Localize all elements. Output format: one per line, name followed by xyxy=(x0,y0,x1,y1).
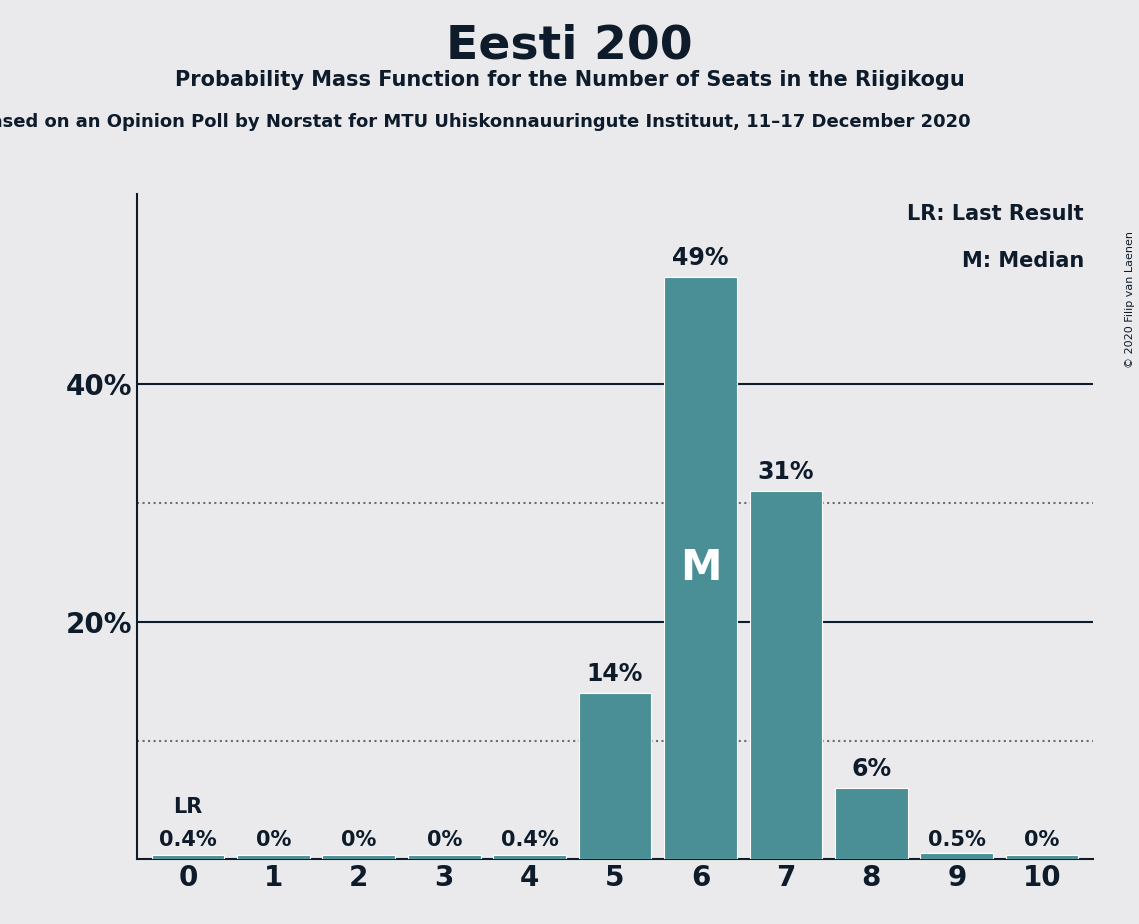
Text: © 2020 Filip van Laenen: © 2020 Filip van Laenen xyxy=(1125,231,1134,368)
Bar xyxy=(835,788,908,859)
Text: 0.5%: 0.5% xyxy=(928,830,985,850)
Text: 0%: 0% xyxy=(1024,830,1060,850)
Text: 0.4%: 0.4% xyxy=(159,830,216,850)
Text: 31%: 31% xyxy=(757,460,814,484)
Text: 49%: 49% xyxy=(672,246,729,270)
Bar xyxy=(151,855,224,859)
Text: 14%: 14% xyxy=(587,662,644,686)
Bar xyxy=(664,277,737,859)
Text: Probability Mass Function for the Number of Seats in the Riigikogu: Probability Mass Function for the Number… xyxy=(174,70,965,91)
Text: 0%: 0% xyxy=(341,830,377,850)
Bar xyxy=(1006,855,1079,859)
Text: 0%: 0% xyxy=(426,830,462,850)
Bar xyxy=(237,855,310,859)
Bar xyxy=(749,491,822,859)
Bar xyxy=(579,693,652,859)
Bar xyxy=(493,855,566,859)
Bar xyxy=(920,854,993,859)
Text: Eesti 200: Eesti 200 xyxy=(446,23,693,68)
Bar xyxy=(322,855,395,859)
Bar xyxy=(408,855,481,859)
Text: LR: LR xyxy=(173,796,203,817)
Text: M: M xyxy=(680,547,721,590)
Text: 6%: 6% xyxy=(851,757,892,781)
Text: 0%: 0% xyxy=(255,830,292,850)
Text: Based on an Opinion Poll by Norstat for MTU Uhiskonnauuringute Instituut, 11–17 : Based on an Opinion Poll by Norstat for … xyxy=(0,113,970,130)
Text: M: Median: M: Median xyxy=(961,250,1084,271)
Text: 0.4%: 0.4% xyxy=(501,830,558,850)
Text: LR: Last Result: LR: Last Result xyxy=(908,204,1084,224)
